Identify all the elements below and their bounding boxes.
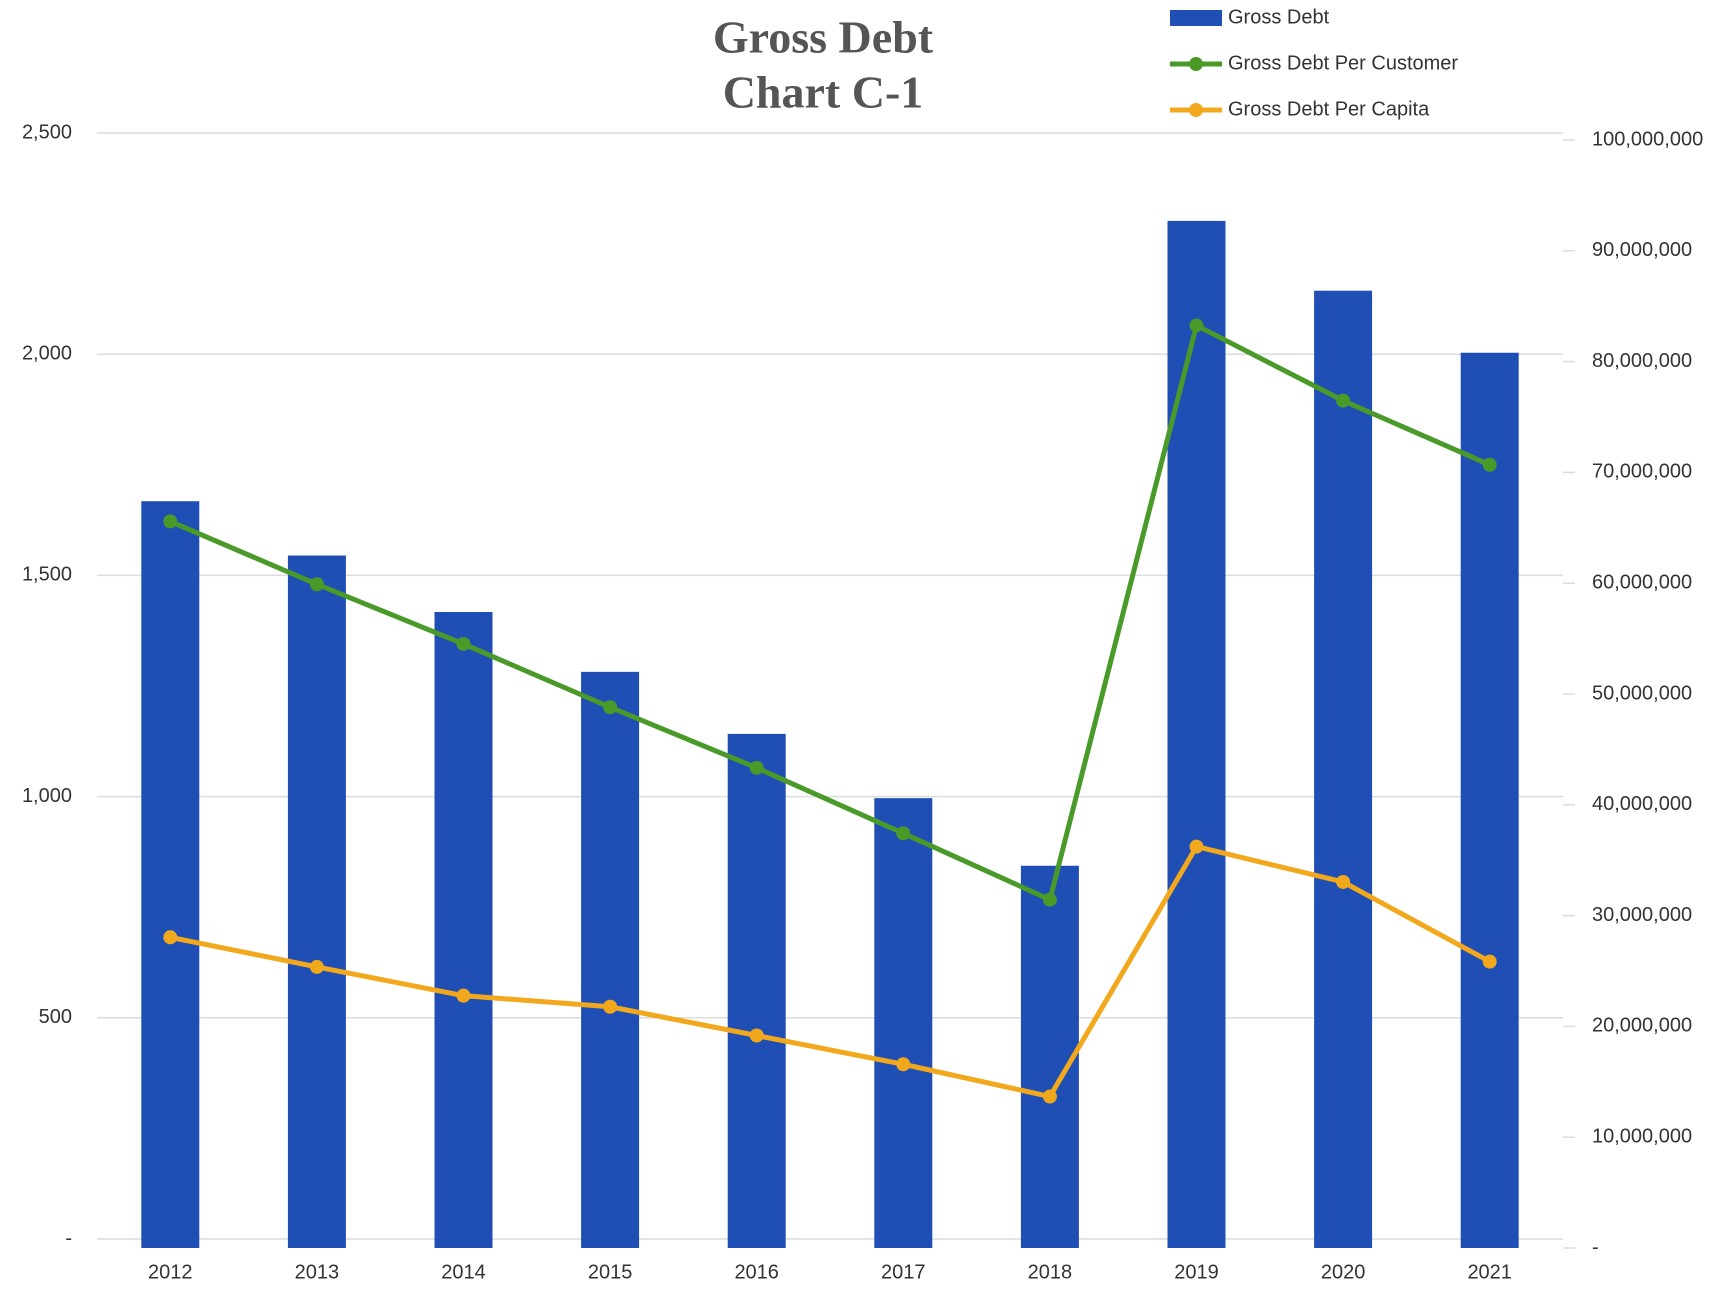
y2-tick-label: 40,000,000 bbox=[1592, 793, 1692, 815]
line-point bbox=[163, 514, 178, 529]
y2-tick-label: 80,000,000 bbox=[1592, 350, 1692, 372]
legend-label: Gross Debt Per Customer bbox=[1228, 52, 1458, 74]
line-point bbox=[1042, 1089, 1057, 1104]
line-point bbox=[1336, 393, 1351, 408]
chart-title: Gross Debt bbox=[713, 12, 934, 63]
y-tick-label: - bbox=[65, 1227, 72, 1249]
chart-subtitle: Chart C-1 bbox=[723, 67, 924, 118]
line-point bbox=[456, 988, 471, 1003]
bar bbox=[1167, 220, 1226, 1248]
x-tick-label: 2021 bbox=[1467, 1261, 1512, 1283]
y-tick-label: 2,500 bbox=[22, 121, 72, 143]
y-tick-label: 1,500 bbox=[22, 564, 72, 586]
bar bbox=[1460, 352, 1519, 1249]
y2-tick-label: 20,000,000 bbox=[1592, 1015, 1692, 1037]
line-point bbox=[749, 760, 764, 775]
x-tick-label: 2013 bbox=[295, 1261, 340, 1283]
x-tick-label: 2018 bbox=[1028, 1261, 1073, 1283]
y-tick-label: 500 bbox=[39, 1006, 72, 1028]
x-tick-label: 2017 bbox=[881, 1261, 926, 1283]
y2-tick-label: 60,000,000 bbox=[1592, 571, 1692, 593]
line-point bbox=[1042, 892, 1057, 907]
x-tick-label: 2012 bbox=[148, 1261, 193, 1283]
line bbox=[169, 844, 1491, 1100]
bar bbox=[141, 501, 200, 1248]
legend-swatch bbox=[1189, 103, 1203, 117]
legend-swatch bbox=[1170, 10, 1222, 26]
line-point bbox=[1482, 457, 1497, 472]
legend-label: Gross Debt Per Capita bbox=[1228, 98, 1430, 120]
line-point bbox=[1189, 318, 1204, 333]
y2-tick-label: 100,000,000 bbox=[1592, 128, 1703, 150]
y2-tick-label: 90,000,000 bbox=[1592, 239, 1692, 261]
line-point bbox=[603, 700, 618, 715]
line-point bbox=[749, 1028, 764, 1043]
x-tick-label: 2015 bbox=[588, 1261, 633, 1283]
bar bbox=[1020, 865, 1079, 1248]
bar bbox=[581, 671, 640, 1248]
line-point bbox=[456, 636, 471, 651]
line-point bbox=[1189, 839, 1204, 854]
bar bbox=[727, 733, 786, 1248]
bar bbox=[287, 555, 346, 1248]
x-tick-label: 2020 bbox=[1321, 1261, 1366, 1283]
line-point bbox=[309, 577, 324, 592]
bar bbox=[1314, 290, 1373, 1248]
y-tick-label: 2,000 bbox=[22, 342, 72, 364]
x-tick-label: 2019 bbox=[1174, 1261, 1219, 1283]
x-tick-label: 2016 bbox=[734, 1261, 779, 1283]
y2-tick-label: 10,000,000 bbox=[1592, 1125, 1692, 1147]
line-point bbox=[896, 826, 911, 841]
line-point bbox=[1336, 874, 1351, 889]
y2-tick-label: 70,000,000 bbox=[1592, 461, 1692, 483]
line bbox=[169, 322, 1491, 903]
line-point bbox=[1482, 954, 1497, 969]
y2-tick-label: 50,000,000 bbox=[1592, 682, 1692, 704]
y-tick-label: 1,000 bbox=[22, 785, 72, 807]
line-point bbox=[309, 959, 324, 974]
bar bbox=[874, 798, 933, 1248]
line-point bbox=[603, 999, 618, 1014]
line-point bbox=[163, 930, 178, 945]
line-point bbox=[896, 1057, 911, 1072]
bar bbox=[434, 612, 493, 1248]
x-tick-label: 2014 bbox=[441, 1261, 486, 1283]
y2-tick-label: - bbox=[1592, 1236, 1599, 1258]
legend-swatch bbox=[1189, 57, 1203, 71]
legend-label: Gross Debt bbox=[1228, 6, 1330, 28]
y2-tick-label: 30,000,000 bbox=[1592, 904, 1692, 926]
